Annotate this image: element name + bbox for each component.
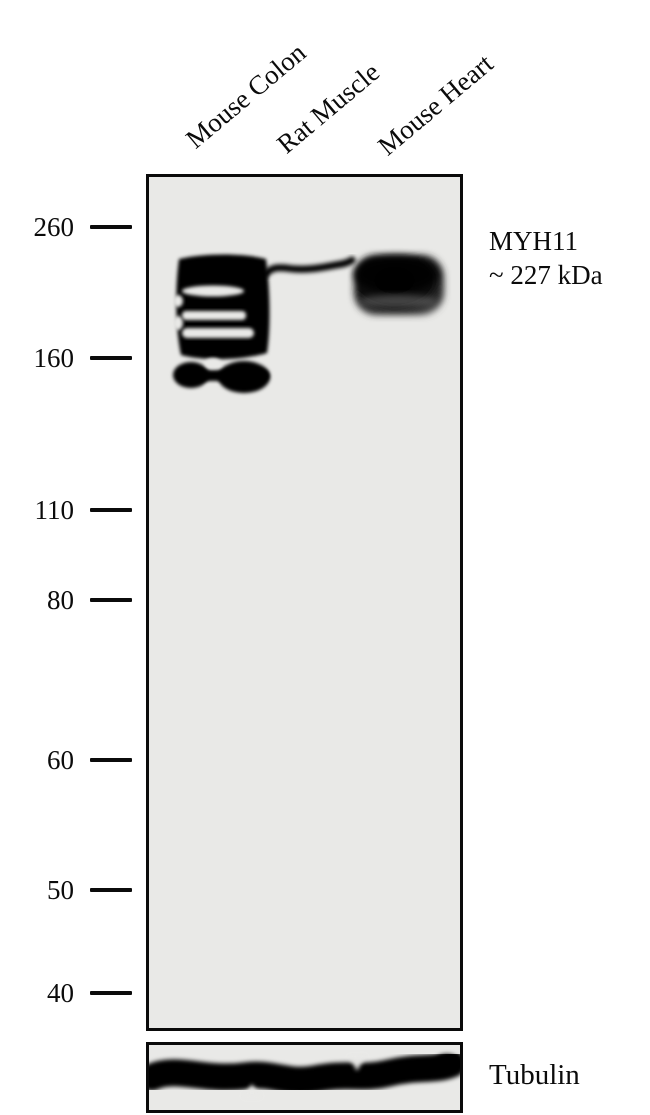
marker-tick [90,758,132,762]
band-rat-muscle [262,256,356,278]
target-size: ~ 227 kDa [489,260,603,290]
tubulin-band [149,1050,460,1097]
marker-tick [90,598,132,602]
marker-tick [90,225,132,229]
marker-row-110: 110 [0,495,132,525]
marker-label-50: 50 [47,875,74,905]
main-blot-panel [146,174,463,1031]
marker-row-160: 160 [0,343,132,373]
loading-control-panel [146,1042,463,1113]
marker-label-110: 110 [34,495,75,525]
marker-row-40: 40 [0,978,132,1008]
loading-control-label: Tubulin [489,1059,580,1091]
marker-tick [90,356,132,360]
marker-row-260: 260 [0,212,132,242]
marker-row-60: 60 [0,745,132,775]
marker-label-60: 60 [47,745,74,775]
marker-label-260: 260 [33,212,75,242]
band-cluster-mouse-colon [173,254,270,396]
marker-row-80: 80 [0,585,132,615]
band-mouse-heart [354,255,444,315]
marker-tick [90,508,132,512]
lane-label-mouse-heart: Mouse Heart [372,48,499,162]
target-annotation: MYH11 ~ 227 kDa [489,224,603,292]
marker-tick [90,888,132,892]
marker-row-50: 50 [0,875,132,905]
marker-label-80: 80 [47,585,74,615]
marker-label-40: 40 [47,978,74,1008]
marker-label-160: 160 [33,343,75,373]
target-name: MYH11 [489,226,579,256]
marker-tick [90,991,132,995]
main-blot-bands [173,254,444,396]
